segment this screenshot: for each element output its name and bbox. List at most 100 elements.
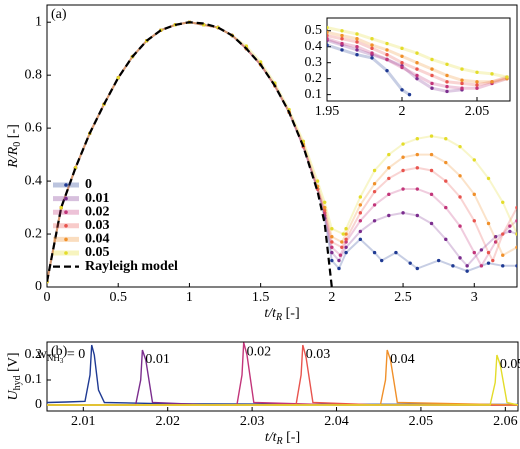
data-point [370,43,374,47]
data-point [407,92,412,97]
y-tick-label: 0.8 [25,67,43,82]
data-point [400,88,404,92]
y-tick-label: 0.1 [305,87,323,102]
data-point [330,245,334,249]
axis-title: t/tR [-] [264,306,299,323]
data-point [338,253,343,257]
data-point [330,234,334,239]
x-tick-label: 0 [44,290,51,305]
data-point [340,29,344,33]
data-point [465,269,469,273]
legend-label: 0.02 [85,204,110,219]
x-tick-label: 2.05 [409,414,434,429]
data-point [508,229,512,234]
x-tick-label: 2 [328,290,335,305]
data-point [415,166,420,170]
data-point [430,57,434,62]
label-part: [-] [6,124,21,142]
x-tick-label: 2.5 [394,290,412,305]
data-point [430,73,434,78]
data-point [445,62,449,66]
data-point [116,76,120,80]
data-point [327,43,329,47]
data-point [327,30,329,35]
data-point [387,166,391,170]
data-point [501,253,505,257]
data-point [340,41,344,46]
data-point [444,179,448,183]
series-trace [47,21,517,282]
x-tick-label: 2.02 [155,414,180,429]
data-point [460,78,464,82]
x-tick-label: 3 [471,290,478,305]
data-point [401,168,405,173]
legend-label: Rayleigh model [85,259,178,274]
label-part: w [37,347,48,362]
data-point [515,219,517,223]
data-point [400,54,404,59]
data-point [372,182,377,186]
data-point [415,152,420,157]
data-point [501,264,505,268]
data-point [355,45,359,49]
legend-label: 0.04 [85,232,110,247]
y-tick-label: 0.1 [25,372,43,387]
data-point [358,237,363,242]
data-point [372,189,377,194]
series-trace [47,21,517,282]
data-point [415,51,419,55]
data-point [486,176,491,181]
data-point [445,84,449,89]
model-line [47,21,333,287]
data-point [415,67,419,71]
data-point [445,73,449,78]
data-point [493,234,498,239]
signal-line [47,344,518,406]
data-point [429,152,434,157]
data-point [385,53,389,57]
label-part: R [276,436,283,447]
signal-line [47,354,518,406]
data-point [400,65,404,70]
data-point [372,168,377,173]
data-point [458,174,462,178]
data-point [475,83,479,87]
series-trace [327,38,463,93]
label-part: 0 [78,347,85,362]
label-part: 0.01 [145,352,170,367]
label-part: 0.04 [390,352,415,367]
data-point [327,25,329,30]
data-point [355,32,359,36]
x-tick-label: 2.05 [465,104,490,119]
data-point [323,205,327,210]
label-part: hyd [12,375,23,390]
x-tick-label: 1 [186,290,193,305]
label-part: 0 [12,142,23,147]
data-point [323,208,327,212]
data-point [505,75,509,79]
data-point [387,192,391,197]
series-annotation: 0.03 [306,347,331,362]
data-point [490,72,494,76]
data-point [394,250,398,255]
legend-dot [64,251,68,255]
axis-title: t/tR [-] [265,430,300,447]
data-point [460,67,464,71]
data-point [344,250,348,255]
axis-title: Uhyd [V] [6,352,23,400]
plot-area [47,342,518,406]
data-point [370,56,374,60]
legend-dot [64,237,68,242]
data-point [337,258,341,263]
legend-label: 0.01 [85,191,110,206]
data-point [415,187,420,191]
data-point [430,86,434,90]
legend-dot [64,210,68,214]
data-point [415,76,419,81]
data-point [358,219,363,223]
series-annotation: 0.01 [145,352,170,367]
series-annotation: wNH3 = 0 [37,347,86,364]
plot-frame [46,341,519,412]
data-point [508,224,512,228]
data-point [445,89,449,94]
